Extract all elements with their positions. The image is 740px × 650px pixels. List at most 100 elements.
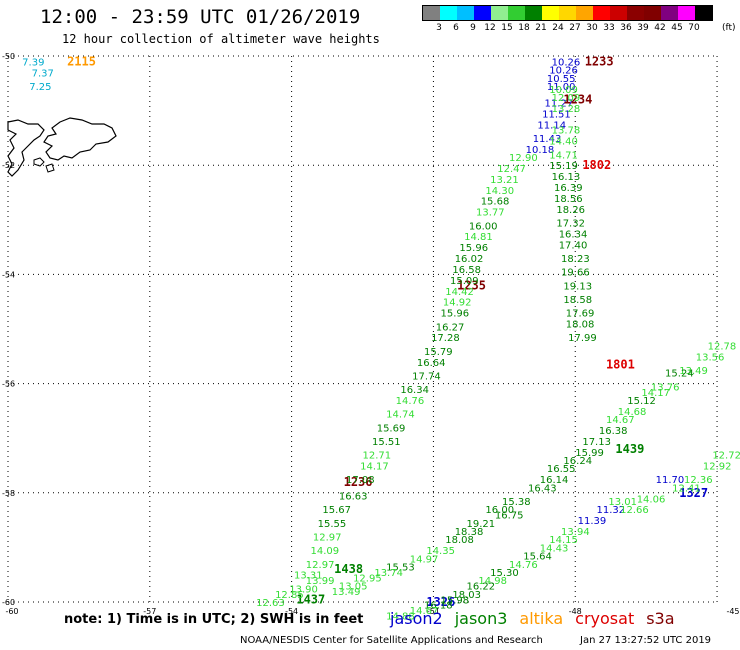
wave-height-value: 16.75 [495, 511, 524, 522]
wave-height-value: 17.74 [412, 371, 441, 382]
wave-height-value: 13.56 [696, 352, 725, 363]
wave-height-value: 13.49 [679, 366, 708, 377]
wave-height-value: 19.66 [561, 268, 590, 279]
falkland-islands-coastline [7, 117, 117, 177]
legend-label: 33 [603, 23, 615, 33]
wave-height-value: 15.69 [377, 423, 406, 434]
wave-height-value: 16.43 [528, 483, 557, 494]
wave-height-value: 15.67 [322, 505, 351, 516]
wave-height-value: 16.64 [417, 358, 446, 369]
wave-height-value: 19.13 [563, 281, 592, 292]
wave-height-value: 17.28 [431, 333, 460, 344]
wave-height-value: 16.27 [436, 322, 465, 333]
wave-height-value: 13.99 [306, 576, 335, 587]
wave-height-value: 12.66 [620, 505, 649, 516]
wave-height-value: 12.85 [275, 590, 304, 601]
legend-swatch [576, 6, 593, 20]
wave-height-value: 7.37 [32, 68, 54, 79]
tick-label: -57 [143, 607, 156, 616]
legend-swatch [610, 6, 627, 20]
wave-height-value: 15.51 [372, 437, 401, 448]
wave-height-value: 12.90 [509, 153, 538, 164]
wave-height-value: 17.40 [559, 240, 588, 251]
wave-height-value: 13.05 [339, 582, 368, 593]
wave-height-value: 17.99 [568, 333, 597, 344]
small-island-coast [45, 163, 55, 173]
legend-swatch [440, 6, 457, 20]
wave-height-value: 17.32 [556, 219, 585, 230]
small-island-coast [33, 157, 45, 167]
pass-time-label: 1439 [615, 442, 644, 456]
wave-height-value: 12.78 [708, 341, 737, 352]
wave-height-value: 14.71 [549, 150, 578, 161]
satellite-name: jason3 [454, 609, 508, 628]
wave-height-value: 11.32 [597, 505, 626, 516]
wave-height-value: 12.72 [712, 451, 740, 462]
wave-height-value: 15.96 [459, 243, 488, 254]
tick-label: -56 [2, 380, 15, 389]
legend-swatch [593, 6, 610, 20]
legend-swatch [525, 6, 542, 20]
color-scale-legend: 3 6 9 12 15 18 21 24 27 30 33 36 39 42 45 70 (ft) [422, 5, 736, 35]
wave-height-value: 14.43 [540, 543, 569, 554]
wave-height-value: 15.30 [490, 568, 519, 579]
legend-label: 36 [620, 23, 632, 33]
pass-time-label: 1234 [563, 93, 592, 107]
pass-time-label: 1236 [344, 475, 373, 489]
tick-label: -60 [5, 607, 18, 616]
wave-height-value: 12.36 [684, 475, 713, 486]
wave-height-value: 11.14 [537, 120, 566, 131]
wave-height-value: 12.97 [313, 532, 342, 543]
wave-height-value: 7.39 [22, 57, 44, 68]
wave-height-value: 16.00 [485, 505, 514, 516]
wave-height-value: 14.17 [641, 388, 670, 399]
wave-height-value: 15.98 [441, 595, 470, 606]
pass-time-label: 1233 [585, 54, 614, 68]
wave-height-value: 11.27 [545, 98, 574, 109]
tick-label: -48 [569, 607, 582, 616]
wave-height-value: 13.78 [552, 126, 581, 137]
wave-height-value: 15.24 [665, 369, 694, 380]
wave-height-value: 14.92 [443, 298, 472, 309]
wave-height-value: 16.18 [424, 601, 453, 612]
wave-height-value: 13.74 [374, 568, 403, 579]
wave-height-value: 18.03 [452, 590, 481, 601]
wave-height-value: 12.97 [306, 560, 335, 571]
wave-height-value: 14.06 [637, 494, 666, 505]
tick-label: -54 [2, 270, 15, 279]
wave-height-value: 10.09 [549, 85, 578, 96]
east-falkland-coast [43, 117, 117, 161]
legend-label: 42 [654, 23, 666, 33]
wave-height-value: 18.08 [566, 320, 595, 331]
wave-height-value: 14.30 [485, 186, 514, 197]
wave-height-value: 13.94 [561, 527, 590, 538]
wave-height-value: 12.95 [353, 573, 382, 584]
wave-height-value: 15.99 [575, 448, 604, 459]
wave-height-value: 16.63 [339, 492, 368, 503]
wave-height-value: 15.09 [450, 276, 479, 287]
wave-height-value: 15.68 [481, 197, 510, 208]
legend-label: 15 [501, 23, 513, 33]
satellite-name: cryosat [575, 609, 635, 628]
wave-height-value: 12.41 [672, 483, 701, 494]
wave-height-value: 18.58 [563, 295, 592, 306]
west-falkland-coast [7, 119, 45, 177]
pass-time-label: 1802 [582, 158, 611, 172]
wave-height-value: 14.35 [426, 546, 455, 557]
legend-label: 18 [518, 23, 530, 33]
wave-height-value: 16.39 [554, 183, 583, 194]
legend-label: 39 [637, 23, 649, 33]
tick-label: -45 [726, 607, 739, 616]
page-subtitle: 12 hour collection of altimeter wave hei… [62, 32, 380, 46]
wave-height-value: 10.26 [549, 66, 578, 77]
legend-swatch [695, 6, 712, 20]
wave-height-value: 15.96 [441, 309, 470, 320]
wave-height-value: 12.09 [552, 93, 581, 104]
footnote: note: 1) Time is in UTC; 2) SWH is in fe… [64, 612, 364, 627]
wave-height-value: 14.40 [549, 137, 578, 148]
wave-height-value: 16.02 [455, 254, 484, 265]
wave-height-value: 16.00 [469, 221, 498, 232]
wave-height-value: 14.97 [410, 554, 439, 565]
wave-height-value: 16.22 [467, 582, 496, 593]
